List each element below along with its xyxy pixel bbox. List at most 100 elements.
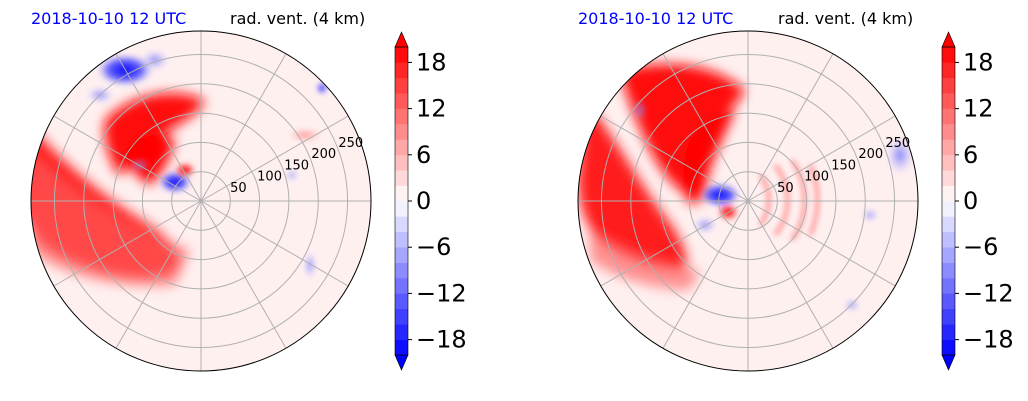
right-colorbar-extend-max <box>941 31 956 48</box>
right-colorbar-tick-label: −18 <box>963 326 1014 354</box>
right-colorbar: −18 −12 −6 0 6 12 18 <box>941 31 1014 371</box>
left-grid-spoke <box>200 53 287 202</box>
left-colorbar-level <box>395 93 408 109</box>
right-field <box>578 31 918 371</box>
right-variable-title: rad. vent. (4 km) <box>778 9 913 28</box>
right-grid-spoke <box>747 200 896 287</box>
left-colorbar-level <box>395 77 408 94</box>
left-colorbar-level <box>395 154 408 171</box>
left-colorbar-level <box>395 324 408 340</box>
right-grid-spoke <box>600 200 749 287</box>
left-colorbar-level <box>395 262 408 279</box>
left-colorbar-level <box>395 247 408 263</box>
right-colorbar-tick-label: 0 <box>963 187 978 215</box>
left-colorbar-level <box>395 231 408 248</box>
right-colorbar-level <box>942 77 955 94</box>
left-field <box>31 31 371 371</box>
left-se-negative <box>304 251 316 279</box>
left-colorbar-level <box>395 339 408 356</box>
left-colorbar-level <box>395 185 408 202</box>
left-colorbar-tick-label: 18 <box>416 48 447 76</box>
left-west-positive-outer <box>31 150 190 286</box>
right-nw-positive-arc <box>620 64 745 195</box>
right-colorbar-tick-label: 12 <box>963 95 994 123</box>
left-colorbar-level <box>395 62 408 79</box>
right-radial-tick-label: 50 <box>777 181 794 196</box>
left-grid-spoke <box>200 115 349 202</box>
right-center-negative <box>700 183 740 207</box>
right-colorbar-level <box>942 124 955 140</box>
right-colorbar-level <box>942 62 955 79</box>
left-date-title: 2018-10-10 12 UTC <box>31 9 186 28</box>
left-colorbar-level <box>395 47 408 63</box>
left-radial-tick-label: 150 <box>284 158 309 173</box>
left-grid-spoke <box>115 53 202 202</box>
right-grid-spoke <box>747 53 834 202</box>
right-colorbar-level <box>942 293 955 310</box>
left-variable-title: rad. vent. (4 km) <box>230 9 365 28</box>
left-colorbar-level <box>395 216 408 233</box>
right-colorbar-level <box>942 324 955 340</box>
left-grid-spoke <box>200 200 349 287</box>
right-radial-tick-label: 150 <box>831 158 856 173</box>
right-radial-tick-label: 250 <box>885 136 910 151</box>
left-radial-tick-label: 250 <box>338 136 363 151</box>
right-grid-spoke <box>600 115 749 202</box>
right-colorbar-level <box>942 308 955 325</box>
right-e-negative <box>862 209 878 221</box>
left-colorbar-level <box>395 139 408 156</box>
right-nw-negative <box>634 100 646 120</box>
left-axes-boundary <box>30 30 372 372</box>
left-colorbar-extend-min <box>394 354 409 371</box>
left-colorbar: −18 −12 −6 0 6 12 18 <box>394 31 467 371</box>
right-date-title: 2018-10-10 12 UTC <box>578 9 733 28</box>
left-colorbar-tick-label: 6 <box>416 141 431 169</box>
right-grid-spoke <box>747 115 896 202</box>
right-colorbar-level <box>942 231 955 248</box>
left-grid-spoke <box>200 200 287 349</box>
right-colorbar-tick-label: 18 <box>963 48 994 76</box>
right-grid-spoke <box>747 200 834 349</box>
left-colorbar-level <box>395 201 408 217</box>
right-colorbar-level <box>942 278 955 294</box>
right-colorbar-level <box>942 154 955 171</box>
left-grid-spoke <box>53 200 202 287</box>
left-colorbar-level <box>395 278 408 294</box>
left-colorbar-level <box>395 293 408 310</box>
right-grid-spoke <box>662 200 749 349</box>
right-colorbar-level <box>942 247 955 263</box>
right-polar-grid <box>578 31 918 371</box>
right-colorbar-level <box>942 216 955 233</box>
left-radial-tick-label: 50 <box>230 181 247 196</box>
right-colorbar-level <box>942 185 955 202</box>
left-colorbar-tick-label: 0 <box>416 187 431 215</box>
left-panel: 2018-10-10 12 UTC rad. vent. (4 km) <box>30 9 467 372</box>
right-colorbar-tick-label: −6 <box>963 233 998 261</box>
left-colorbar-tick-label: −12 <box>416 279 467 307</box>
right-axes-boundary <box>577 30 919 372</box>
left-center-negative-2 <box>130 159 150 171</box>
right-colorbar-level <box>942 201 955 217</box>
left-colorbar-tick-label: −18 <box>416 326 467 354</box>
right-colorbar-level <box>942 47 955 63</box>
left-center-positive <box>175 163 195 177</box>
right-colorbar-level <box>942 339 955 356</box>
right-panel: 2018-10-10 12 UTC rad. vent. (4 km) <box>577 9 1014 372</box>
left-e-negative <box>286 169 298 181</box>
left-colorbar-tick-label: 12 <box>416 95 447 123</box>
left-colorbar-level <box>395 108 408 125</box>
left-grid-spoke <box>115 200 202 349</box>
left-polar-grid <box>31 31 371 371</box>
right-colorbar-level <box>942 93 955 109</box>
left-nnw-negative-2 <box>141 50 169 70</box>
right-colorbar-level <box>942 170 955 186</box>
left-colorbar-tick-label: −6 <box>416 233 451 261</box>
right-grid-spoke <box>662 53 749 202</box>
right-colorbar-level <box>942 139 955 156</box>
right-colorbar-level <box>942 108 955 125</box>
left-colorbar-level <box>395 170 408 186</box>
left-colorbar-extend-max <box>394 31 409 48</box>
right-colorbar-extend-min <box>941 354 956 371</box>
